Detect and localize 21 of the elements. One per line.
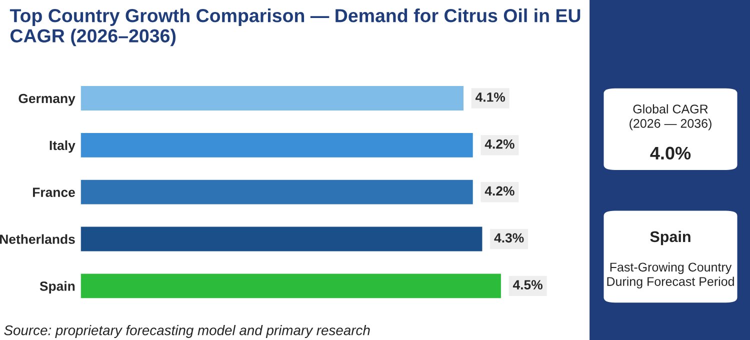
text: 4.0% (650, 146, 691, 160)
y-tick-label: Italy (50, 140, 76, 153)
data-label: 4.1% (476, 92, 506, 102)
data-label: 4.2% (484, 186, 514, 196)
text: Fast-Growing Country During Forecast Period (607, 262, 734, 288)
bar (80, 132, 474, 159)
source-note: Source: proprietary forecasting model and primary research (4, 325, 370, 338)
chart-title: Top Country Growth Comparison — Demand for Citrus Oil in EU CAGR (2026–2036) (10, 8, 580, 46)
bar (80, 225, 484, 253)
bar (80, 84, 465, 112)
bar (80, 178, 474, 206)
data-label: 4.2% (484, 139, 514, 149)
text: Global CAGR (2026 — 2036) (630, 104, 712, 130)
data-label: 4.3% (494, 233, 524, 243)
y-tick-label: Netherlands (0, 234, 75, 244)
text: Spain (650, 230, 690, 246)
bar (80, 272, 502, 300)
y-tick-label: Germany (18, 94, 76, 106)
y-tick-label: Spain (40, 281, 75, 294)
data-label: 4.5% (512, 280, 542, 290)
y-tick-label: France (33, 188, 75, 198)
